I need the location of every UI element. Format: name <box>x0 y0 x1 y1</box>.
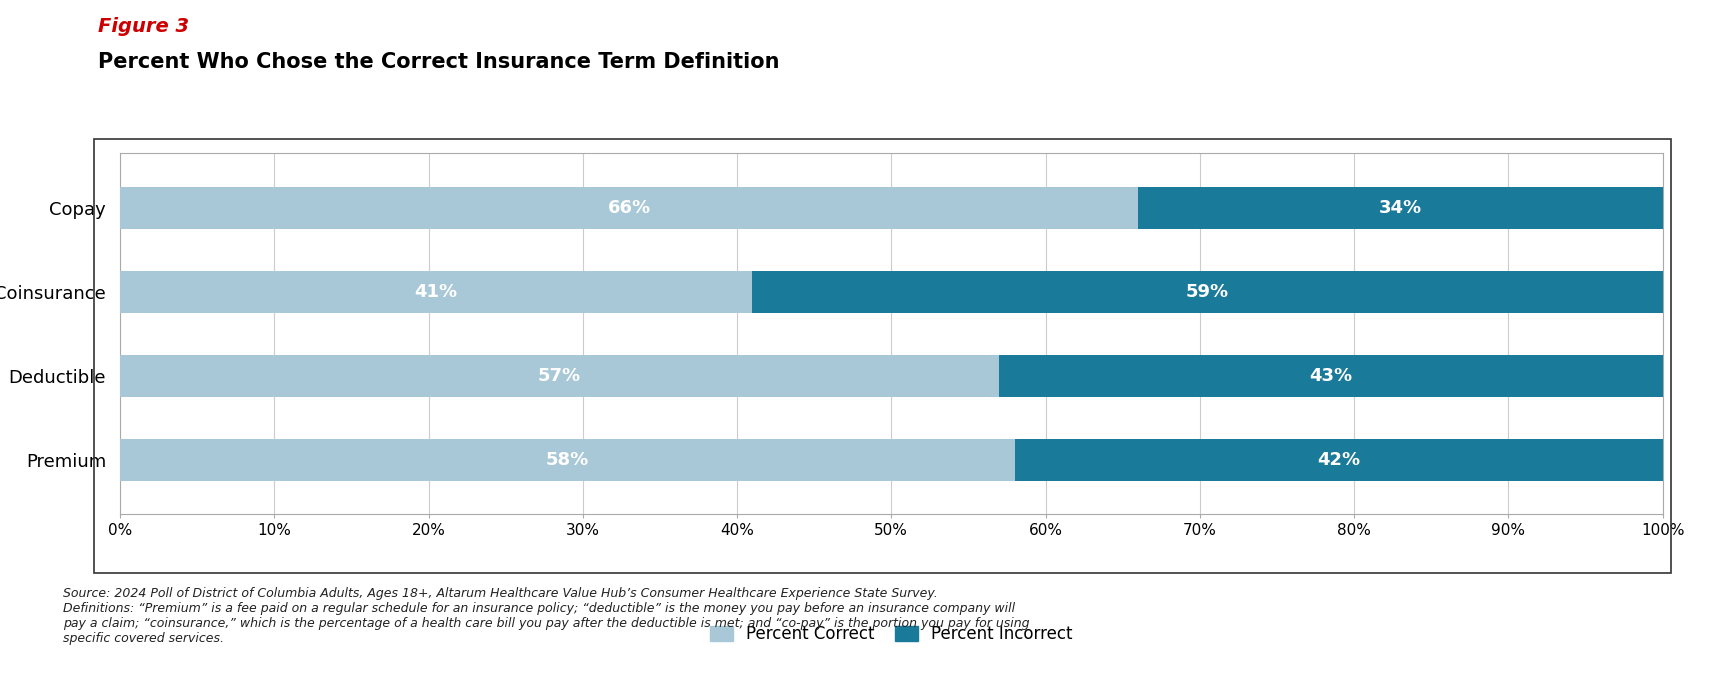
Bar <box>1015 439 1663 481</box>
Bar <box>752 270 1663 313</box>
Text: 58%: 58% <box>545 450 590 468</box>
Text: 43%: 43% <box>1309 367 1352 384</box>
Text: 57%: 57% <box>538 367 581 384</box>
Bar <box>120 439 1015 481</box>
Bar <box>1138 186 1663 229</box>
Text: 42%: 42% <box>1316 450 1361 468</box>
Bar <box>120 270 752 313</box>
Bar <box>120 354 999 397</box>
Bar <box>120 186 1138 229</box>
Text: Percent Who Chose the Correct Insurance Term Definition: Percent Who Chose the Correct Insurance … <box>98 52 780 72</box>
Text: 41%: 41% <box>415 283 458 300</box>
Text: 34%: 34% <box>1378 199 1423 217</box>
Legend: Percent Correct, Percent Incorrect: Percent Correct, Percent Incorrect <box>710 626 1073 644</box>
Text: 66%: 66% <box>607 199 651 217</box>
Text: 59%: 59% <box>1186 283 1229 300</box>
Bar <box>999 354 1663 397</box>
Text: Source: 2024 Poll of District of Columbia Adults, Ages 18+, Altarum Healthcare V: Source: 2024 Poll of District of Columbi… <box>63 587 1030 645</box>
Text: Figure 3: Figure 3 <box>98 17 189 36</box>
